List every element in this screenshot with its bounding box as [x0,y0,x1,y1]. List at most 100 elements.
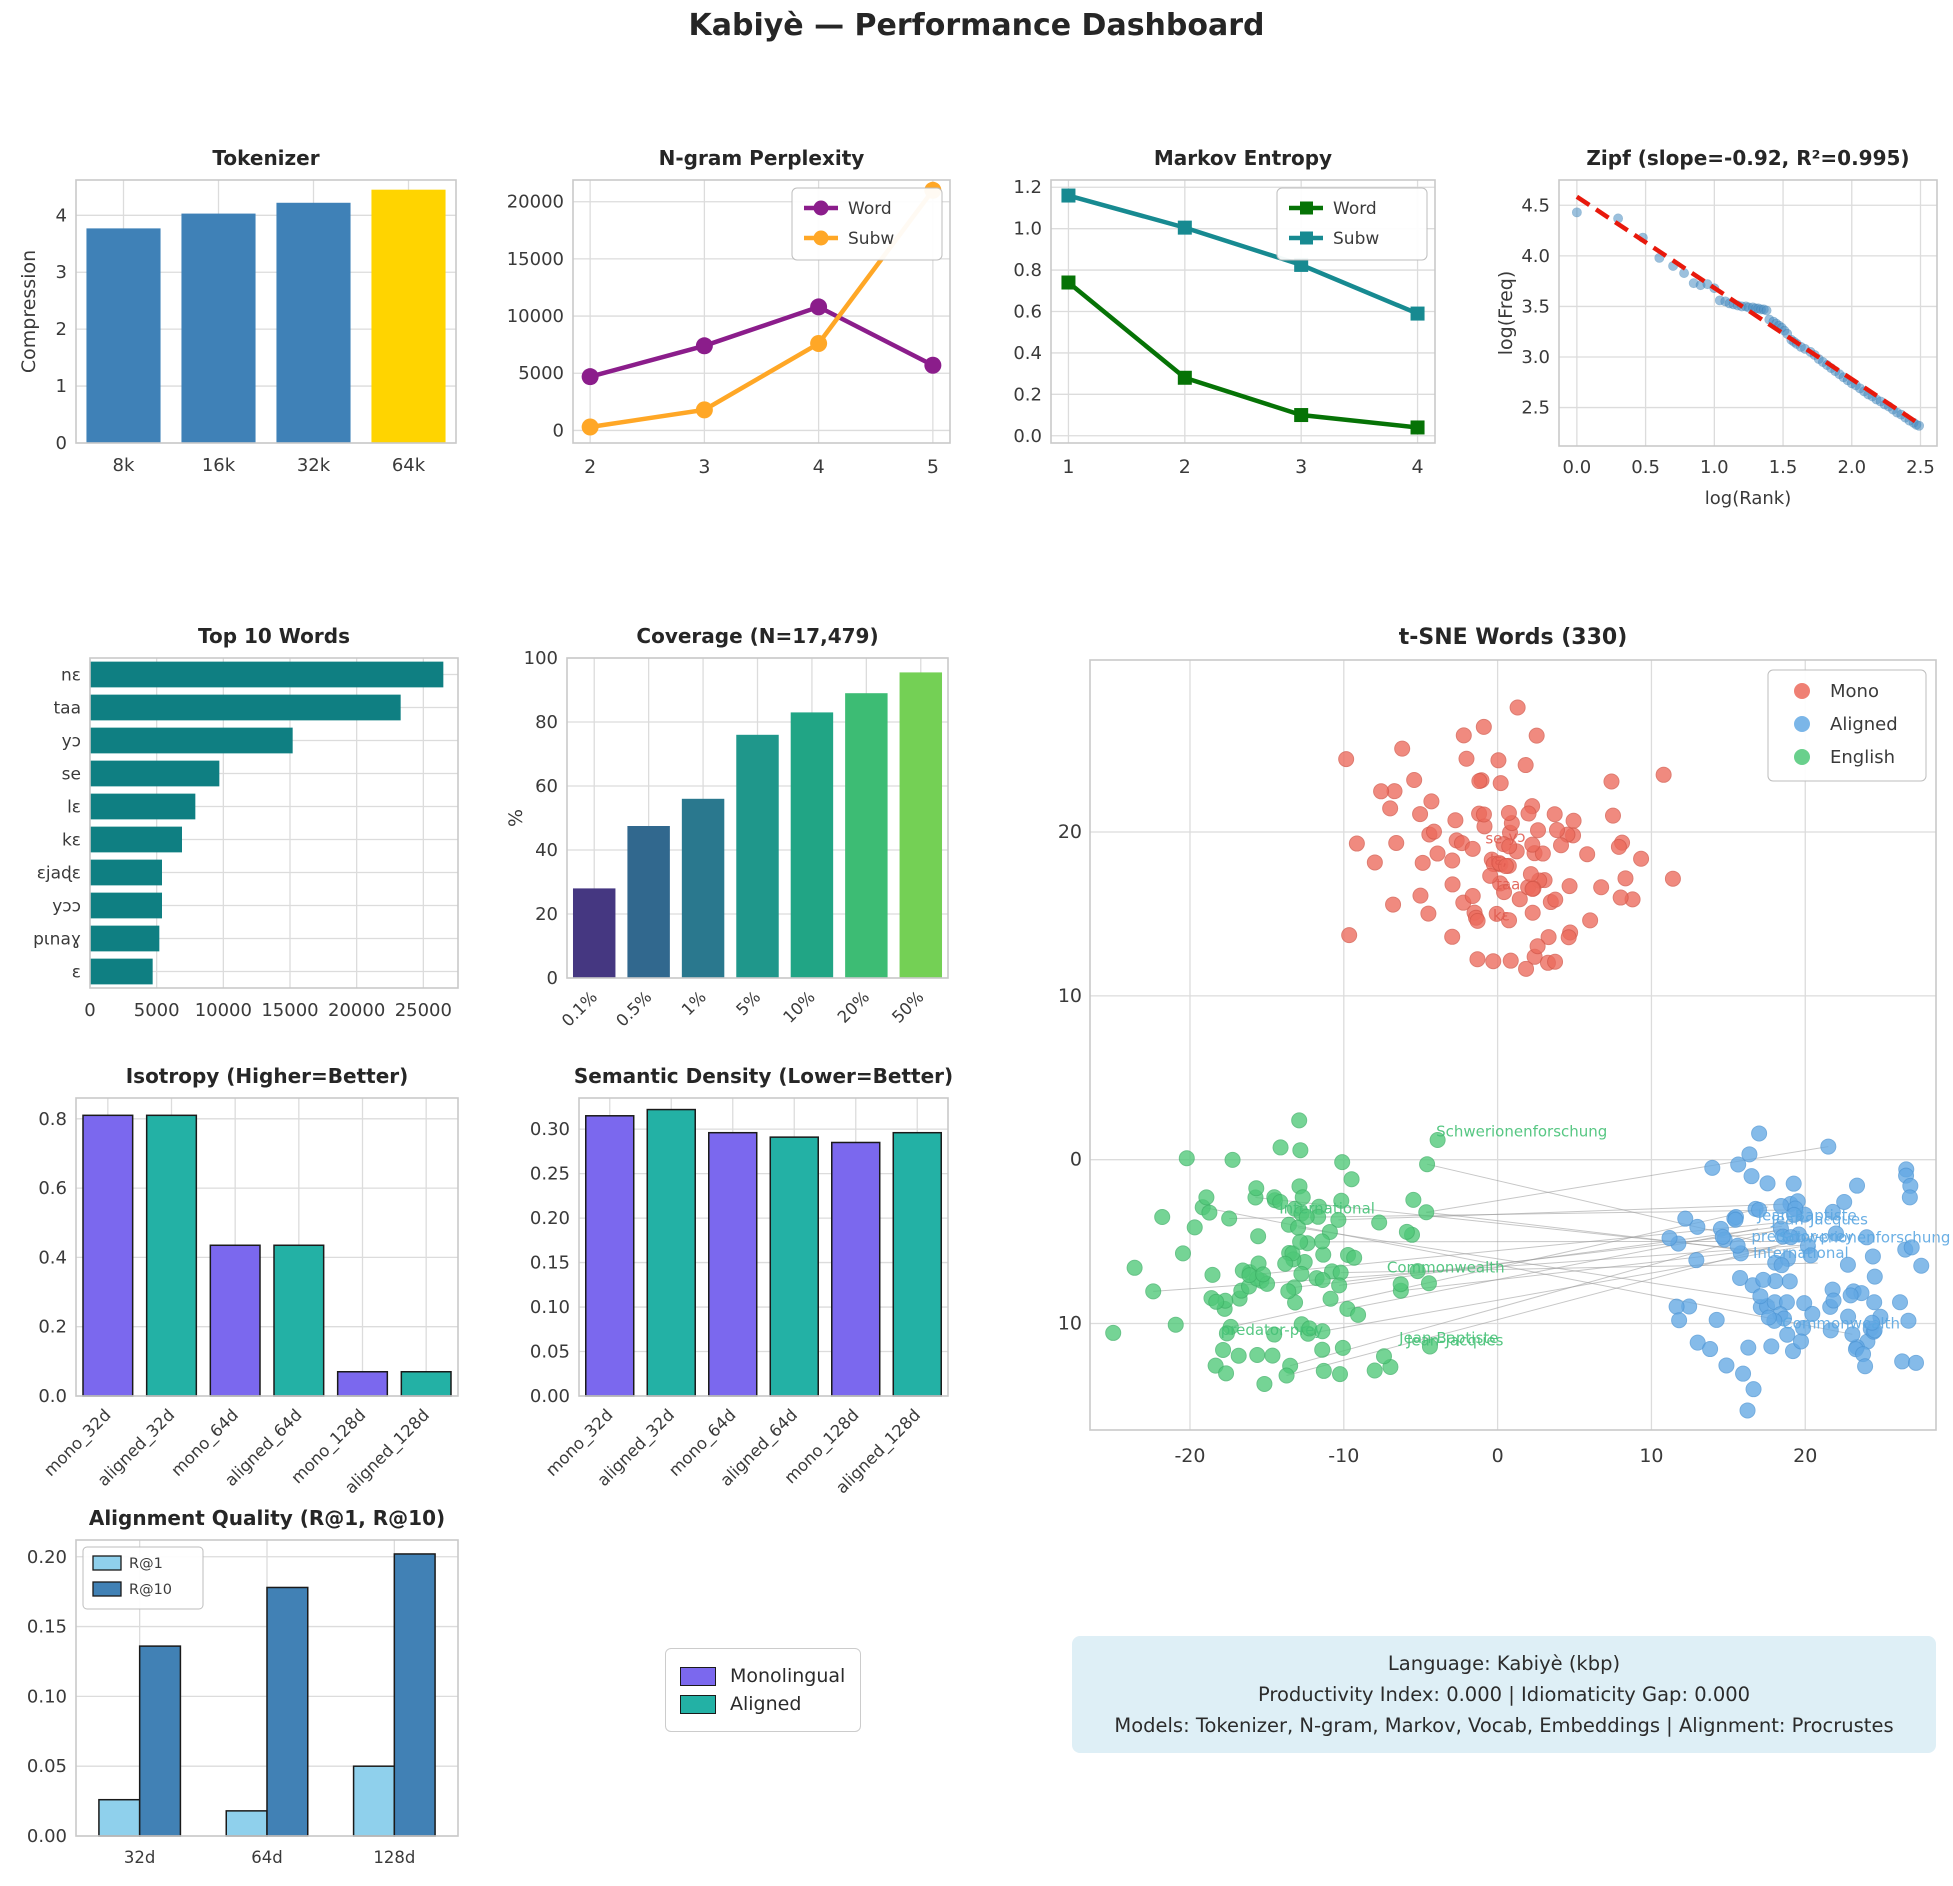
svg-text:10: 10 [1058,985,1082,1007]
svg-text:2.0: 2.0 [1837,457,1866,478]
svg-text:1.5: 1.5 [1769,457,1798,478]
svg-text:0.25: 0.25 [530,1164,570,1185]
svg-text:20%: 20% [834,987,873,1026]
semantic-density-chart: Semantic Density (Lower=Better) 0.00 0.05 0… [505,1056,960,1508]
svg-text:log(Rank): log(Rank) [1705,488,1791,509]
svg-text:0.6: 0.6 [38,1178,67,1199]
svg-text:3: 3 [56,262,67,283]
svg-text:64d: 64d [251,1848,282,1867]
page-title: Kabiyè — Performance Dashboard [688,8,1265,43]
svg-text:Coverage (N=17,479): Coverage (N=17,479) [636,624,878,648]
ngram-svg: N-gram Perplexity 0 5000 10000 15000 20000 2 3 4… [507,146,951,478]
svg-text:20: 20 [1793,1445,1817,1467]
svg-text:pɩnaɣ: pɩnaɣ [33,930,81,950]
svg-text:5000: 5000 [134,1000,180,1021]
svg-text:-10: -10 [1058,1313,1082,1335]
info-language: Language: Kabiyè (kbp) [1387,1652,1621,1675]
svg-text:3.5: 3.5 [1521,296,1550,317]
svg-text:N-gram Perplexity: N-gram Perplexity [659,146,865,170]
svg-text:1.2: 1.2 [1013,177,1042,198]
svg-text:16k: 16k [202,455,236,476]
svg-text:t-SNE Words (330): t-SNE Words (330) [1399,625,1628,650]
svg-text:2: 2 [584,456,596,478]
top-words-chart: Top 10 Words nɛ taa yɔ se lɛ kɛ ɛjaɖɛ yɔɔ pɩnaɣ ɛ 0… [18,616,468,1040]
svg-text:0.2: 0.2 [1013,384,1042,405]
svg-text:60: 60 [535,776,558,797]
svg-text:0.05: 0.05 [530,1342,570,1363]
svg-text:0.30: 0.30 [530,1119,570,1140]
svg-text:0.0: 0.0 [1563,457,1592,478]
svg-text:0: 0 [84,1000,95,1021]
svg-text:4.0: 4.0 [1521,246,1550,267]
svg-text:-10: -10 [1328,1445,1359,1467]
svg-text:15000: 15000 [261,1000,318,1021]
aligned-label: Aligned [730,1693,802,1715]
svg-text:ɛjaɖɛ: ɛjaɖɛ [37,864,81,884]
svg-text:Semantic Density (Lower=Better: Semantic Density (Lower=Better) [574,1064,953,1088]
svg-text:0.5: 0.5 [1631,457,1660,478]
svg-text:1%: 1% [678,987,710,1019]
svg-text:%: % [505,809,527,827]
svg-text:Word: Word [1333,199,1377,219]
svg-text:Jean-Baptiste: Jean-Baptiste [1757,1206,1857,1224]
svg-text:Jean-Jacques: Jean-Jacques [1406,1332,1504,1350]
svg-text:predator-prey: predator-prey [1221,1321,1324,1339]
semantic-svg: Semantic Density (Lower=Better) 0.00 0.05 0… [530,1064,953,1498]
svg-text:Alignment Quality (R@1, R@10): Alignment Quality (R@1, R@10) [89,1506,445,1530]
svg-text:0: 0 [1492,1445,1504,1467]
svg-text:20: 20 [1058,821,1082,843]
svg-text:International: International [1279,1200,1375,1218]
info-metrics: Productivity Index: 0.000 | Idiomaticity… [1257,1683,1751,1706]
svg-text:Markov Entropy: Markov Entropy [1154,146,1332,170]
tokenizer-chart: Tokenizer Compression 0 1 2 3 4 8k 16k 32k 64k [18,140,468,485]
svg-text:0.15: 0.15 [27,1617,67,1638]
aligned-swatch [680,1694,716,1714]
svg-text:0: 0 [1070,1149,1082,1171]
markov-entropy-chart: Markov Entropy 0.0 0.2 0.4 0.6 0.8 1.0 1.2 1 2 3 4 W… [995,140,1445,485]
coverage-svg: Coverage (N=17,479)% 0 20 40 60 80 100 0.1% 0.5%… [505,624,949,1030]
ngram-perplexity-chart: N-gram Perplexity 0 5000 10000 15000 20000 2 3 4… [505,140,960,485]
svg-text:Schwerionenforschung: Schwerionenforschung [1436,1123,1607,1141]
svg-text:20: 20 [535,904,558,925]
svg-text:1.0: 1.0 [1013,219,1042,240]
svg-text:0.00: 0.00 [530,1386,570,1407]
svg-text:0.1%: 0.1% [558,987,601,1030]
svg-text:se: se [1485,829,1502,847]
svg-text:8k: 8k [113,455,135,476]
svg-text:Mono: Mono [1830,681,1879,702]
svg-text:80: 80 [535,712,558,733]
svg-text:yɔ: yɔ [62,732,81,752]
svg-text:nɛ: nɛ [61,666,81,686]
svg-text:50%: 50% [888,987,927,1026]
svg-text:Tokenizer: Tokenizer [212,146,319,170]
svg-text:2.5: 2.5 [1521,398,1550,419]
svg-text:yɔ: yɔ [1508,828,1525,846]
svg-text:Jean-Baptiste: Jean-Baptiste [1398,1329,1498,1347]
svg-text:10000: 10000 [195,1000,252,1021]
svg-text:kɛ: kɛ [1493,906,1510,924]
tsne-svg: se yɔlɛ,taakɛSchwerionenforschungInternat… [1058,625,1950,1467]
svg-text:Commonwealth: Commonwealth [1387,1259,1505,1277]
svg-text:0.20: 0.20 [530,1208,570,1229]
svg-text:3: 3 [1295,456,1307,478]
svg-text:taa: taa [1496,875,1520,893]
svg-text:0: 0 [56,433,67,454]
svg-text:10: 10 [1639,1445,1663,1467]
info-models: Models: Tokenizer, N-gram, Markov, Vocab… [1114,1714,1894,1737]
svg-text:10%: 10% [779,987,818,1026]
svg-text:1: 1 [1062,456,1074,478]
svg-text:0.0: 0.0 [38,1386,67,1407]
alignment-svg: Alignment Quality (R@1, R@10) 0.00 0.05 0.1… [27,1506,459,1867]
svg-text:International: International [1753,1244,1849,1262]
svg-text:English: English [1830,747,1895,768]
svg-text:40: 40 [535,840,558,861]
svg-text:2.5: 2.5 [1906,457,1935,478]
legend-row-monolingual: Monolingual [680,1665,846,1687]
svg-text:R@1: R@1 [129,1556,163,1572]
svg-text:Top 10 Words: Top 10 Words [198,624,350,648]
svg-text:4: 4 [813,456,825,478]
svg-text:4: 4 [56,205,67,226]
svg-text:Isotropy (Higher=Better): Isotropy (Higher=Better) [126,1064,409,1088]
svg-text:kɛ: kɛ [62,831,81,851]
svg-text:log(Freq): log(Freq) [1495,271,1517,355]
